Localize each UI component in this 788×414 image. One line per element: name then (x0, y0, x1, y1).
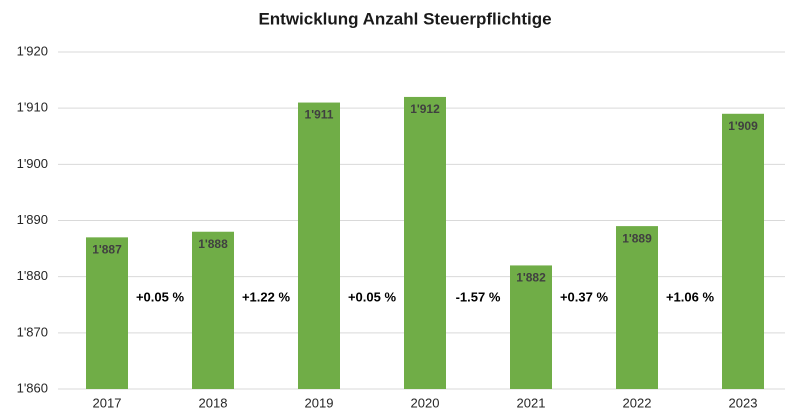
value-label: 1'888 (198, 237, 228, 251)
y-tick-label: 1'880 (17, 268, 48, 283)
bar (86, 237, 128, 389)
x-tick-label: 2019 (305, 395, 334, 410)
change-annotation: +0.05 % (348, 289, 397, 304)
value-label: 1'889 (622, 231, 652, 245)
change-annotation: +0.37 % (560, 289, 609, 304)
value-label: 1'882 (516, 271, 546, 285)
x-tick-label: 2021 (517, 395, 546, 410)
x-tick-label: 2023 (729, 395, 758, 410)
bar (404, 96, 446, 389)
bar (510, 265, 552, 389)
bar (192, 231, 234, 389)
chart-title: Entwicklung Anzahl Steuerpflichtige (258, 9, 551, 28)
y-tick-label: 1'890 (17, 212, 48, 227)
x-tick-label: 2018 (199, 395, 228, 410)
value-label: 1'912 (410, 102, 440, 116)
x-tick-label: 2022 (623, 395, 652, 410)
x-tick-label: 2017 (93, 395, 122, 410)
y-tick-label: 1'870 (17, 324, 48, 339)
bar (298, 102, 340, 390)
y-tick-label: 1'920 (17, 43, 48, 58)
y-tick-label: 1'900 (17, 156, 48, 171)
bar (722, 113, 764, 390)
x-tick-label: 2020 (411, 395, 440, 410)
change-annotation: +0.05 % (136, 289, 185, 304)
value-label: 1'909 (728, 119, 758, 133)
y-tick-label: 1'860 (17, 380, 48, 395)
change-annotation: -1.57 % (456, 289, 501, 304)
value-label: 1'911 (305, 108, 334, 122)
y-tick-label: 1'910 (17, 100, 48, 115)
bar (616, 226, 658, 389)
change-annotation: +1.22 % (242, 289, 291, 304)
change-annotation: +1.06 % (666, 289, 715, 304)
value-label: 1'887 (92, 243, 122, 257)
